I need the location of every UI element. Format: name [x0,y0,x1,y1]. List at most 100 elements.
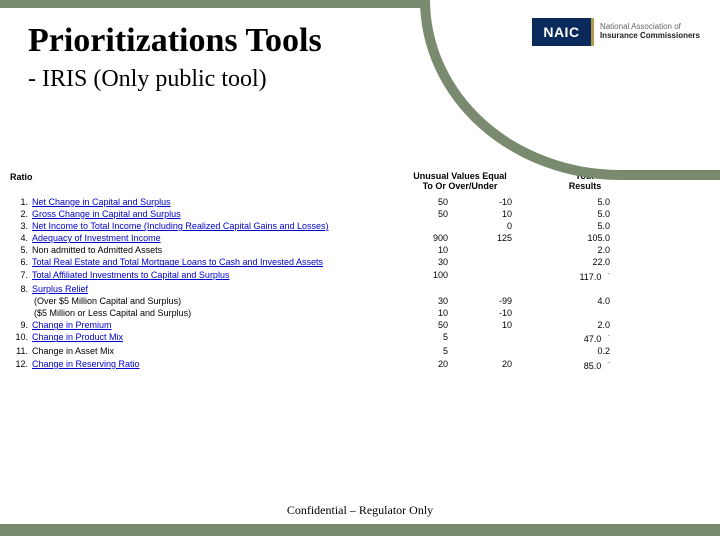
logo-text: National Association of Insurance Commis… [600,23,700,41]
unusual-values-cell: 2020 [390,358,530,370]
unusual-values-cell: 900 125 [390,232,530,244]
under-value: 125 [472,232,512,244]
unusual-values-cell: 50 10 [390,319,530,331]
over-value: 30 [408,256,448,268]
ratio-cell: 4. Adequacy of Investment Income [10,232,390,244]
under-value: 0 [472,220,512,232]
row-number: 6. [10,256,28,268]
unusual-values-cell: 5 [390,345,530,357]
result-value: 5.0 [550,220,620,232]
over-value: 900 [408,232,448,244]
table-row: 10.Change in Product Mix547.0 [10,331,710,345]
logo: NAIC National Association of Insurance C… [532,18,700,46]
under-value: 10 [472,208,512,220]
result-value: 4.0 [550,295,620,307]
row-number: 3. [10,220,28,232]
table-row: 12.Change in Reserving Ratio202085.0 [10,358,710,372]
over-value: 10 [408,244,448,256]
over-value: 50 [408,208,448,220]
ratio-link[interactable]: Gross Change in Capital and Surplus [32,209,181,219]
ratio-cell: ($5 Million or Less Capital and Surplus) [10,307,390,319]
ratio-link[interactable]: Surplus Relief [32,284,88,294]
ratio-cell: 12. Change in Reserving Ratio [10,358,390,370]
result-value: 105.0 [550,232,620,244]
over-value: 50 [408,319,448,331]
table-body: 1.Net Change in Capital and Surplus50-10… [10,196,710,372]
col-header-ratio: Ratio [10,172,390,192]
over-value: 30 [408,295,448,307]
ratio-link[interactable]: Total Real Estate and Total Mortgage Loa… [32,257,323,267]
ratio-cell: 5. Non admitted to Admitted Assets [10,244,390,256]
ratio-cell: (Over $5 Million Capital and Surplus) [10,295,390,307]
col-header-unusual: Unusual Values Equal To Or Over/Under [390,172,530,192]
unusual-values-cell: 0 [390,220,530,232]
ratio-sublabel: (Over $5 Million Capital and Surplus) [10,296,181,306]
over-value [408,220,448,232]
page-title: Prioritizations Tools [28,22,322,60]
unusual-values-cell: 30 -99 [390,295,530,307]
table-row: 7. Total Affiliated Investments to Capita… [10,269,710,283]
result-value: 5.0 [550,196,620,208]
row-number: 5. [10,244,28,256]
unusual-values-cell: 30 [390,256,530,268]
ratio-cell: 6. Total Real Estate and Total Mortgage L… [10,256,390,268]
over-value: 10 [408,307,448,319]
under-value: 10 [472,319,512,331]
table-row: 6. Total Real Estate and Total Mortgage L… [10,256,710,268]
ratio-cell: 2.Gross Change in Capital and Surplus [10,208,390,220]
table-row: (Over $5 Million Capital and Surplus) 30 -… [10,295,710,307]
page-subtitle: - IRIS (Only public tool) [28,66,267,93]
over-value: 20 [408,358,448,370]
table-row: 8. Surplus Relief [10,283,710,295]
result-value: 0.2 [550,345,620,357]
result-value: 85.0 [550,358,620,372]
over-value: 100 [408,269,448,281]
under-value [472,244,512,256]
under-value [472,331,512,343]
over-value: 50 [408,196,448,208]
row-number: 10. [10,331,28,343]
row-number: 7. [10,269,28,281]
under-value: -99 [472,295,512,307]
result-value: 117.0 [550,269,620,283]
ratio-link[interactable]: Total Affiliated Investments to Capital … [32,270,229,280]
ratio-cell: 11. Change in Asset Mix [10,345,390,357]
table-row: ($5 Million or Less Capital and Surplus)… [10,307,710,319]
logo-mark: NAIC [532,18,594,46]
ratio-link[interactable]: Net Income to Total Income (Including Re… [32,221,329,231]
ratio-cell: 7. Total Affiliated Investments to Capita… [10,269,390,281]
row-number: 4. [10,232,28,244]
under-value: -10 [472,307,512,319]
ratio-table: Ratio Unusual Values Equal To Or Over/Un… [10,172,710,372]
under-value: 20 [472,358,512,370]
table-row: 4. Adequacy of Investment Income 900 125 105… [10,232,710,244]
row-number: 1. [10,196,28,208]
ratio-link[interactable]: Change in Premium [32,320,112,330]
over-value: 5 [408,331,448,343]
row-number: 11. [10,345,28,357]
result-value: 2.0 [550,244,620,256]
under-value: -10 [472,196,512,208]
under-value [472,269,512,281]
ratio-label: Non admitted to Admitted Assets [32,245,162,255]
footer-accent-bar [0,524,720,536]
unusual-values-cell: 5 [390,331,530,343]
result-value: 5.0 [550,208,620,220]
ratio-link[interactable]: Net Change in Capital and Surplus [32,197,171,207]
under-value [472,345,512,357]
ratio-label: Change in Asset Mix [32,346,114,356]
ratio-link[interactable]: Change in Product Mix [32,332,123,342]
unusual-values-cell: 10 -10 [390,307,530,319]
row-number: 8. [10,283,28,295]
ratio-cell: 8. Surplus Relief [10,283,390,295]
ratio-link[interactable]: Adequacy of Investment Income [32,233,161,243]
row-number: 12. [10,358,28,370]
ratio-link[interactable]: Change in Reserving Ratio [32,359,140,369]
unusual-header-line2: To Or Over/Under [390,182,530,192]
ratio-cell: 10. Change in Product Mix [10,331,390,343]
table-row: 3. Net Income to Total Income (Including … [10,220,710,232]
table-row: 2.Gross Change in Capital and Surplus 50 1… [10,208,710,220]
under-value [472,256,512,268]
table-row: 1. Net Change in Capital and Surplus 50 -10… [10,196,710,208]
footer-text: Confidential – Regulator Only [0,503,720,518]
